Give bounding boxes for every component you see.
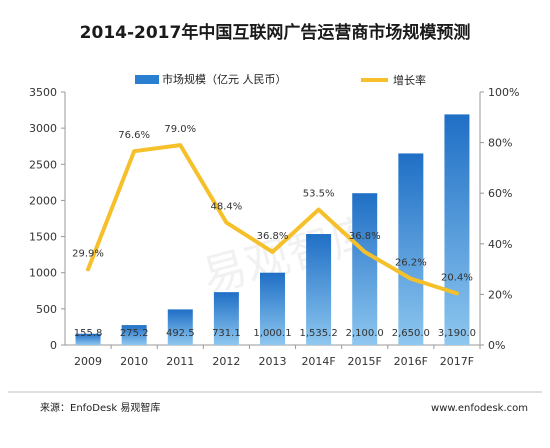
- bars: [75, 114, 470, 345]
- growth-rate-label: 79.0%: [164, 124, 196, 135]
- x-tick-label: 2015F: [348, 355, 382, 368]
- y-right-tick-label: 40%: [488, 238, 512, 251]
- x-tick-label: 2012: [212, 355, 240, 368]
- y-right-tick-label: 100%: [488, 86, 519, 99]
- y-right-tick-label: 20%: [488, 288, 512, 301]
- axes: 0 500 1000 1500 2000 2500 3000 3500 0% 20% 40% 60% 8…: [29, 86, 519, 368]
- y-left-tick-label: 1000: [29, 267, 57, 280]
- legend: 市场规模（亿元 人民币） 增长率: [135, 72, 426, 87]
- y-left-tick-label: 0: [50, 339, 57, 352]
- growth-rate-label: 76.6%: [118, 130, 150, 141]
- bar-value-label: 155.8: [74, 328, 103, 339]
- growth-line: [86, 143, 459, 296]
- bar: [398, 153, 424, 345]
- bar: [75, 333, 101, 345]
- bar: [444, 114, 470, 345]
- bar-value-label: 731.1: [212, 328, 241, 339]
- bar-value-label: 2,100.0: [346, 328, 384, 339]
- x-tick-label: 2013: [259, 355, 287, 368]
- bar-value-label: 492.5: [166, 328, 195, 339]
- y-right-tick-label: 80%: [488, 137, 512, 150]
- growth-rate-label: 53.5%: [303, 189, 335, 200]
- growth-rate-label: 36.8%: [349, 231, 381, 242]
- growth-rate-label: 36.8%: [257, 231, 289, 242]
- growth-rate-label: 20.4%: [441, 272, 473, 283]
- footer-source: 来源：EnfoDesk 易观智库: [40, 401, 160, 414]
- bar-value-label: 1,535.2: [300, 328, 338, 339]
- bar: [352, 193, 378, 345]
- x-tick-label: 2016F: [394, 355, 428, 368]
- x-tick-label: 2011: [166, 355, 194, 368]
- legend-label-bar: 市场规模（亿元 人民币）: [162, 72, 287, 86]
- bar-value-label: 1,000.1: [253, 328, 291, 339]
- bar-value-label: 2,650.0: [392, 328, 430, 339]
- bar: [121, 325, 147, 345]
- chart-title: 2014-2017年中国互联网广告运营商市场规模预测: [80, 22, 471, 43]
- y-left-tick-label: 3000: [29, 122, 57, 135]
- data-labels: 155.8 275.2 492.5 731.1 1,000.1 1,535.2 2,100.…: [72, 124, 476, 339]
- bar: [213, 292, 239, 345]
- y-left-tick-label: 2500: [29, 158, 57, 171]
- x-tick-label: 2010: [120, 355, 148, 368]
- y-left-tick-label: 2000: [29, 194, 57, 207]
- bar: [306, 234, 332, 345]
- y-left-tick-label: 3500: [29, 86, 57, 99]
- x-tick-label: 2009: [74, 355, 102, 368]
- footer-url: www.enfodesk.com: [431, 403, 528, 414]
- legend-swatch-bar: [135, 75, 159, 84]
- bar-value-label: 275.2: [120, 328, 149, 339]
- bar: [260, 272, 285, 345]
- y-right-tick-label: 60%: [488, 187, 512, 200]
- growth-rate-label: 26.2%: [395, 258, 427, 269]
- growth-rate-label: 48.4%: [210, 202, 242, 213]
- y-left-tick-label: 1500: [29, 231, 57, 244]
- growth-rate-label: 29.9%: [72, 248, 104, 259]
- x-tick-label: 2017F: [440, 355, 474, 368]
- bar: [167, 309, 193, 345]
- x-tick-label: 2014F: [301, 355, 335, 368]
- bar-value-label: 3,190.0: [438, 328, 476, 339]
- y-right-tick-label: 0%: [488, 339, 505, 352]
- legend-label-line: 增长率: [393, 73, 426, 87]
- y-left-tick-label: 500: [36, 303, 57, 316]
- growth-line-path: [86, 143, 459, 296]
